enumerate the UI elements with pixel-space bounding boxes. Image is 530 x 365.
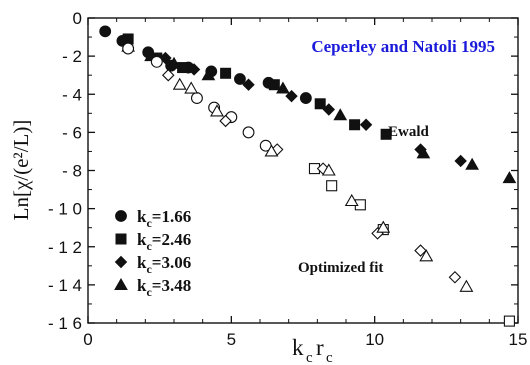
legend-marker-square bbox=[115, 233, 127, 245]
x-tick-label: 15 bbox=[509, 330, 528, 349]
legend-marker-circle bbox=[115, 210, 127, 222]
legend-marker-triangle bbox=[114, 277, 128, 290]
legend-label: kc=1.66 bbox=[137, 207, 191, 230]
data-point-ewald-diamond bbox=[322, 103, 336, 116]
y-tick-label: - 6 bbox=[62, 123, 82, 142]
data-point-ewald-circle bbox=[234, 73, 246, 85]
y-tick-label: - 8 bbox=[62, 162, 82, 181]
data-point-optimized-circle bbox=[150, 55, 163, 68]
y-tick-label: - 4 bbox=[62, 85, 82, 104]
data-point-optimized-triangle bbox=[264, 144, 279, 157]
data-point-ewald-triangle bbox=[465, 157, 479, 170]
data-point-optimized-diamond bbox=[414, 244, 427, 257]
data-point-optimized-triangle bbox=[210, 104, 224, 117]
data-point-ewald-triangle bbox=[167, 56, 181, 69]
data-point-ewald-square bbox=[314, 98, 326, 110]
y-tick-label: - 1 2 bbox=[48, 238, 82, 257]
x-tick-label: 10 bbox=[365, 330, 384, 349]
data-point-ewald-square bbox=[380, 128, 392, 140]
data-point-optimized-triangle bbox=[459, 279, 474, 292]
data-point-optimized-diamond bbox=[448, 270, 462, 284]
data-point-ewald-diamond bbox=[359, 118, 373, 131]
data-point-optimized-triangle bbox=[419, 249, 434, 262]
data-point-optimized-circle bbox=[190, 92, 203, 105]
data-point-ewald-diamond bbox=[187, 63, 201, 76]
x-axis-label: k c r c bbox=[292, 335, 333, 365]
data-point-optimized-square bbox=[326, 180, 338, 192]
y-tick-label: - 2 bbox=[62, 47, 82, 66]
data-point-optimized-triangle bbox=[184, 81, 199, 94]
chart-title: Ceperley and Natoli 1995 bbox=[311, 37, 495, 56]
data-point-optimized-triangle bbox=[321, 163, 336, 176]
data-point-ewald-triangle bbox=[201, 68, 216, 81]
y-tick-label: - 1 6 bbox=[48, 314, 82, 333]
data-point-optimized-circle bbox=[242, 126, 255, 139]
y-tick-label: - 1 0 bbox=[48, 200, 82, 219]
x-axis-label-k: k bbox=[292, 335, 304, 360]
y-tick-label: 0 bbox=[73, 9, 82, 28]
data-point-ewald-triangle bbox=[416, 146, 431, 159]
data-point-ewald-triangle bbox=[276, 81, 290, 94]
x-axis-ticks: 0 5 10 15 bbox=[83, 18, 527, 349]
y-tick-label: - 1 4 bbox=[48, 276, 82, 295]
legend-label: kc=3.48 bbox=[137, 276, 191, 299]
data-point-optimized-triangle bbox=[344, 193, 359, 207]
data-point-ewald-diamond bbox=[454, 154, 467, 168]
data-point-ewald-square bbox=[349, 119, 361, 131]
data-point-ewald-square bbox=[220, 67, 232, 79]
annotation-optimized-fit: Optimized fit bbox=[298, 260, 383, 276]
y-axis-label: Ln[χ/(e²/L)] bbox=[9, 120, 33, 221]
x-axis-label-r: r bbox=[316, 335, 324, 360]
x-axis-label-r-sub: c bbox=[326, 350, 333, 365]
legend-label: kc=2.46 bbox=[137, 230, 191, 253]
data-point-ewald-circle bbox=[299, 92, 312, 104]
data-point-optimized-circle bbox=[122, 42, 135, 55]
data-point-ewald-triangle bbox=[502, 171, 517, 184]
data-points bbox=[99, 25, 517, 327]
data-point-optimized-diamond bbox=[219, 114, 232, 128]
legend-label: kc=3.06 bbox=[137, 253, 191, 276]
x-tick-label: 5 bbox=[227, 330, 236, 349]
data-point-ewald-triangle bbox=[333, 108, 348, 121]
annotation-ewald: Ewald bbox=[388, 124, 430, 140]
data-point-ewald-square bbox=[268, 79, 280, 91]
y-axis-ticks: 0 - 2 - 4 - 6 - 8 - 1 0 - 1 2 - 1 4 - 1 6 bbox=[48, 9, 518, 333]
data-point-optimized-square bbox=[503, 315, 515, 327]
legend-marker-diamond bbox=[114, 255, 128, 269]
x-tick-label: 0 bbox=[83, 330, 92, 349]
data-point-ewald-circle bbox=[99, 25, 112, 38]
data-point-optimized-diamond bbox=[161, 68, 175, 82]
data-point-optimized-triangle bbox=[172, 77, 187, 90]
data-point-ewald-diamond bbox=[242, 78, 255, 91]
x-axis-label-k-sub: c bbox=[306, 350, 313, 365]
data-point-optimized-triangle bbox=[376, 220, 391, 233]
